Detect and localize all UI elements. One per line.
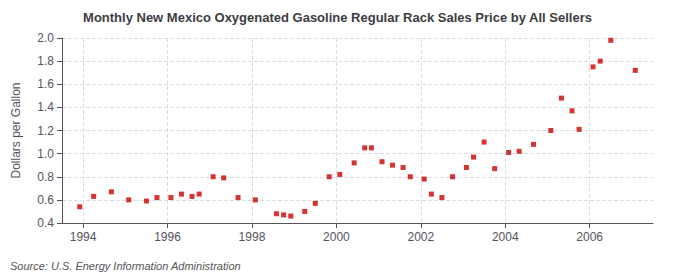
svg-text:2002: 2002 <box>407 230 434 244</box>
svg-text:1.4: 1.4 <box>37 100 54 114</box>
svg-text:2004: 2004 <box>492 230 519 244</box>
svg-text:1998: 1998 <box>239 230 266 244</box>
svg-text:Monthly New Mexico Oxygenated: Monthly New Mexico Oxygenated Gasoline R… <box>83 10 592 25</box>
svg-text:Source: U.S. Energy Informatio: Source: U.S. Energy Information Administ… <box>10 260 241 272</box>
svg-text:1.6: 1.6 <box>37 77 54 91</box>
svg-text:2000: 2000 <box>323 230 350 244</box>
svg-text:0.8: 0.8 <box>37 170 54 184</box>
svg-text:0.4: 0.4 <box>37 216 54 230</box>
svg-text:1994: 1994 <box>70 230 97 244</box>
svg-text:1996: 1996 <box>154 230 181 244</box>
svg-text:1.8: 1.8 <box>37 54 54 68</box>
svg-text:2006: 2006 <box>576 230 603 244</box>
svg-text:0.6: 0.6 <box>37 193 54 207</box>
svg-text:1.0: 1.0 <box>37 147 54 161</box>
svg-text:Dollars per Gallon: Dollars per Gallon <box>9 82 23 178</box>
svg-text:1.2: 1.2 <box>37 124 54 138</box>
svg-text:2.0: 2.0 <box>37 31 54 45</box>
